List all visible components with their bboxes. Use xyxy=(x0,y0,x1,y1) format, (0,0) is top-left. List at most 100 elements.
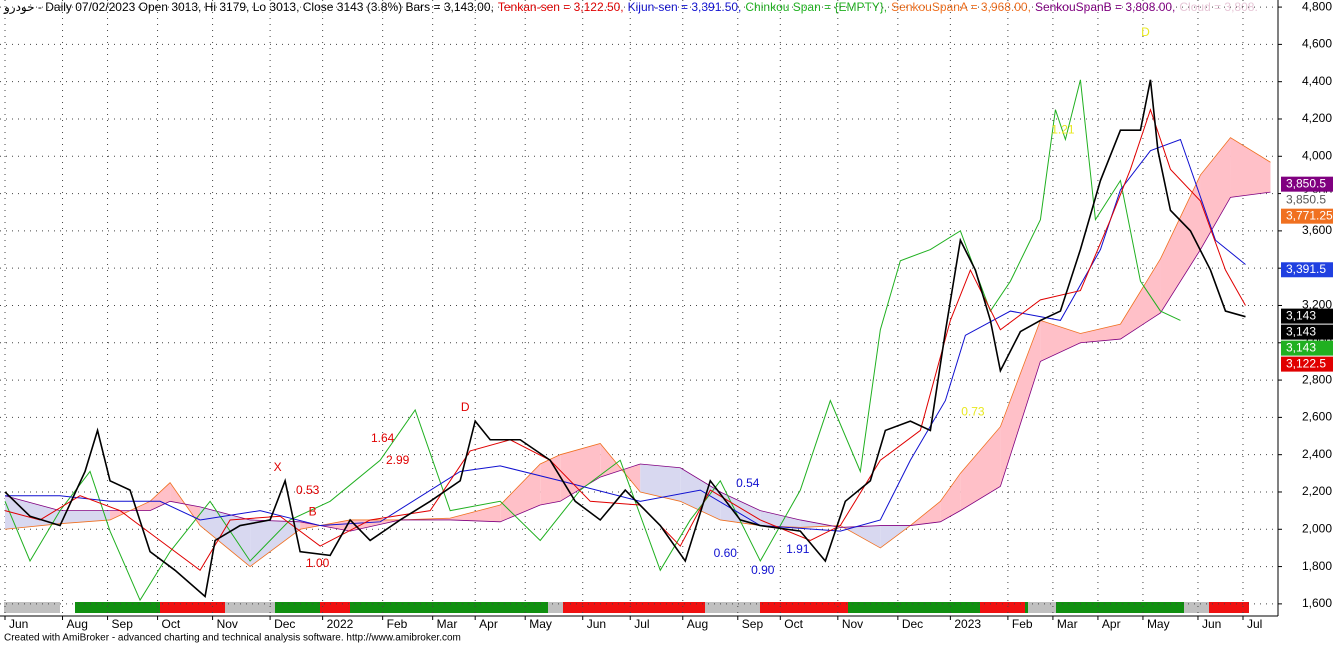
y-tick-label: 2,400 xyxy=(1302,447,1332,461)
strip-segment xyxy=(980,602,1025,613)
annotation: B xyxy=(309,505,317,519)
cloud-segment xyxy=(1160,174,1201,313)
annotation: D xyxy=(461,400,470,414)
y-tick-label: 2,000 xyxy=(1302,521,1332,535)
x-tick-label: Mar xyxy=(1057,617,1078,631)
annotation: 1.64 xyxy=(371,431,395,445)
cloud-segment xyxy=(760,510,801,528)
strip-segment xyxy=(320,602,350,613)
y-tick-label: 3,200 xyxy=(1302,298,1332,312)
strip-segment xyxy=(1209,602,1249,613)
strip-segment xyxy=(380,602,548,613)
strip-segment xyxy=(705,602,760,613)
y-tick-label: 1,800 xyxy=(1302,559,1332,573)
last-value-label: 3,143 xyxy=(1286,324,1316,338)
strip-segment xyxy=(760,602,848,613)
last-value-label: 3,143 xyxy=(1286,308,1316,322)
strip-segment xyxy=(225,602,275,613)
x-tick-label: Feb xyxy=(1012,617,1033,631)
header-segment: SenkouSpanA = 3,968.00, xyxy=(891,0,1031,14)
annotation: 1.21 xyxy=(1051,122,1075,136)
x-tick-label: Dec xyxy=(902,617,923,631)
annotation: D xyxy=(1141,25,1150,39)
last-value-label: 3,391.5 xyxy=(1286,262,1326,276)
y-tick-label: 4,000 xyxy=(1302,148,1332,162)
x-tick-label: Apr xyxy=(479,617,498,631)
cloud-segment xyxy=(1000,320,1041,487)
strip-segment xyxy=(4,602,60,613)
header-segment: Tenkan-sen = 3,122.50, xyxy=(498,0,624,14)
x-tick-label: Sep xyxy=(112,617,134,631)
last-value-label: 3,122.5 xyxy=(1286,356,1326,370)
cloud-segment xyxy=(500,464,541,522)
y-tick-label: 2,200 xyxy=(1302,484,1332,498)
x-tick-label: Dec xyxy=(274,617,295,631)
last-value-box xyxy=(1281,340,1333,356)
y-tick-label: 4,600 xyxy=(1302,37,1332,51)
cloud-segment xyxy=(560,443,601,502)
x-tick-label: May xyxy=(1147,617,1170,631)
last-value-box xyxy=(1281,356,1333,372)
x-tick-label: Jun xyxy=(9,617,28,631)
annotation: 0.54 xyxy=(736,476,760,490)
strip-segment xyxy=(75,602,225,613)
annotation: 1.91 xyxy=(786,542,810,556)
y-tick-label: 2,600 xyxy=(1302,410,1332,424)
last-value-label: 3,850.5 xyxy=(1286,176,1326,190)
strip-segment xyxy=(160,602,225,613)
x-tick-label: Jul xyxy=(1247,617,1262,631)
status-strip xyxy=(4,602,1249,613)
y-tick-label: 4,200 xyxy=(1302,111,1332,125)
cloud-segment xyxy=(1080,324,1121,343)
x-tick-label: Jul xyxy=(634,617,649,631)
strip-segment xyxy=(1184,602,1209,613)
x-tick-label: May xyxy=(529,617,552,631)
cloud-segment xyxy=(640,464,681,502)
cloud-segment xyxy=(1230,137,1271,198)
cloud-segment xyxy=(200,506,251,567)
last-value-box xyxy=(1281,308,1333,324)
header-segment: SenkouSpanB = 3,808.00, xyxy=(1035,0,1175,14)
strip-segment xyxy=(1056,602,1184,613)
y-tick-label: 3,600 xyxy=(1302,223,1332,237)
y-tick-label: 4,400 xyxy=(1302,74,1332,88)
header-segment: خودرو - Daily 07/02/2023 Open 3013, Hi 3… xyxy=(3,0,494,15)
annotation: 0.73 xyxy=(961,405,985,419)
x-tick-label: 2022 xyxy=(327,617,354,631)
cloud-segment xyxy=(450,505,501,522)
cloud-segment xyxy=(940,473,961,522)
last-value-box xyxy=(1281,208,1333,224)
cloud-segment xyxy=(250,519,301,567)
annotation: 0.53 xyxy=(296,483,320,497)
series-line xyxy=(4,79,1246,598)
last-value-label: 3,771.25 xyxy=(1286,208,1333,222)
cloud-segment xyxy=(680,467,721,520)
strip-segment xyxy=(548,602,563,613)
last-value-label: 3,850.5 xyxy=(1286,192,1326,206)
annotation: 2.99 xyxy=(386,453,410,467)
strip-segment xyxy=(848,602,1028,613)
last-value-label: 3,143 xyxy=(1286,340,1316,354)
y-tick-label: 4,800 xyxy=(1302,0,1332,13)
x-tick-label: 2023 xyxy=(954,617,981,631)
strip-segment xyxy=(563,602,705,613)
x-tick-label: Mar xyxy=(437,617,458,631)
cloud-segment xyxy=(1040,320,1081,362)
x-tick-label: Feb xyxy=(387,617,408,631)
cloud-segment xyxy=(150,482,171,511)
x-tick-label: Nov xyxy=(217,617,238,631)
x-tick-label: Aug xyxy=(687,617,708,631)
strip-segment xyxy=(1028,602,1056,613)
y-tick-label: 2,800 xyxy=(1302,372,1332,386)
cloud-segment xyxy=(960,426,1001,511)
x-tick-label: Oct xyxy=(162,617,181,631)
x-tick-label: Nov xyxy=(842,617,863,631)
annotation: X xyxy=(274,460,282,474)
x-tick-label: Apr xyxy=(1102,617,1121,631)
last-value-box xyxy=(1281,192,1333,208)
annotation: 0.90 xyxy=(751,563,775,577)
x-tick-label: Aug xyxy=(67,617,88,631)
annotation: 1.00 xyxy=(306,556,330,570)
chart-header: خودرو - Daily 07/02/2023 Open 3013, Hi 3… xyxy=(3,0,1258,15)
